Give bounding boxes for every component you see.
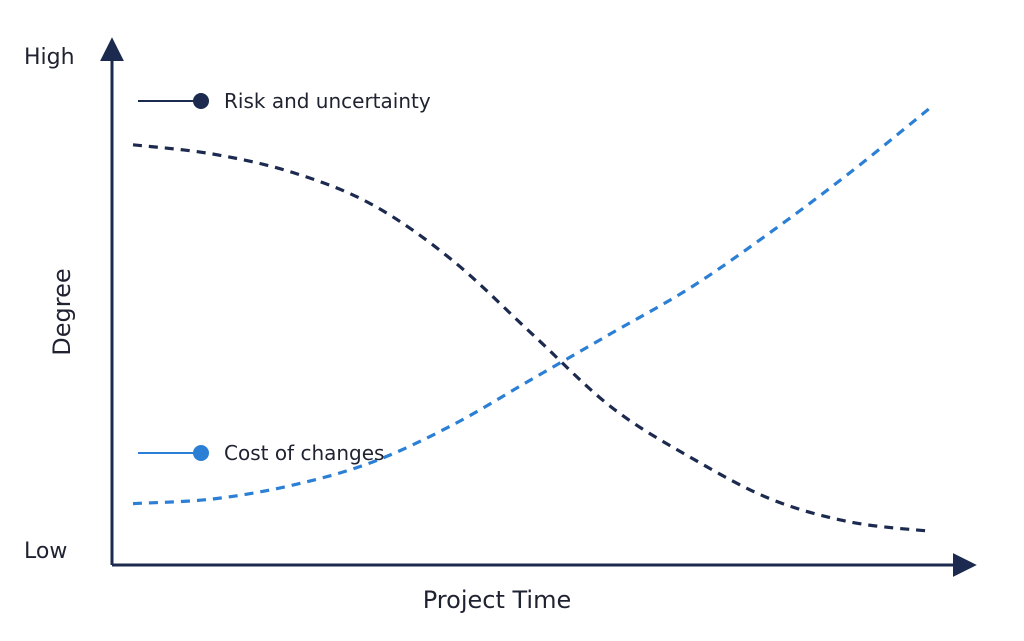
x-axis-label: Project Time	[423, 586, 571, 614]
legend-risk-swatch-dot	[193, 93, 209, 109]
y-tick-label-low: Low	[24, 539, 67, 564]
series-risk-line	[132, 143, 931, 533]
legend: Risk and uncertainty Cost of changes	[138, 89, 431, 465]
legend-cost-label: Cost of changes	[224, 441, 384, 465]
legend-cost-swatch-dot	[193, 445, 209, 461]
y-tick-label-high: High	[24, 45, 75, 70]
legend-risk-label: Risk and uncertainty	[224, 89, 431, 113]
y-axis-label: Degree	[48, 268, 76, 355]
series-cost-line	[132, 106, 932, 506]
